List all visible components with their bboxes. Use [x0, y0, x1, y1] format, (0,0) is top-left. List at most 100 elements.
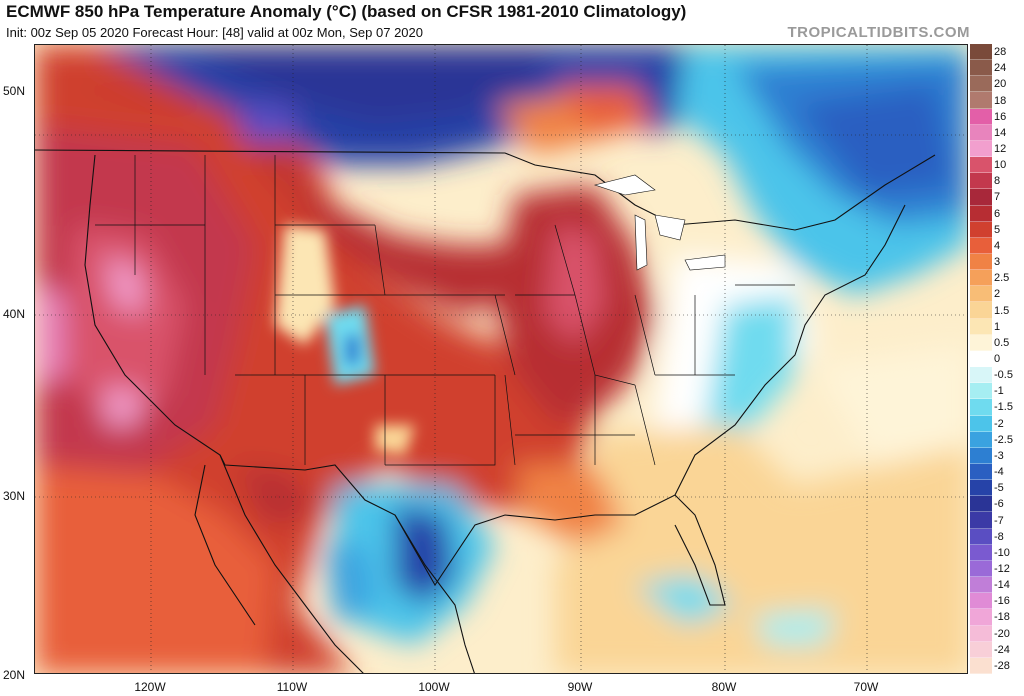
- legend-label: -2: [994, 417, 1004, 430]
- legend-swatch: [970, 286, 992, 303]
- legend-entry: 0.5: [970, 334, 1024, 351]
- legend-label: 2: [994, 288, 1001, 301]
- legend-label: -0.5: [994, 369, 1013, 382]
- graticule: [35, 45, 967, 673]
- legend-entry: 2.5: [970, 270, 1024, 287]
- legend-label: 5: [994, 223, 1001, 236]
- legend-entry: 0: [970, 350, 1024, 368]
- legend-swatch: [970, 318, 992, 335]
- legend-entry: 16: [970, 108, 1024, 125]
- legend-entry: -4: [970, 464, 1024, 481]
- legend-swatch: [970, 431, 992, 448]
- legend-swatch: [970, 302, 992, 319]
- legend-entry: -8: [970, 528, 1024, 545]
- source-watermark: TROPICALTIDBITS.COM: [787, 24, 970, 41]
- legend-entry: 10: [970, 157, 1024, 174]
- legend-swatch: [970, 270, 992, 287]
- legend-label: -14: [994, 579, 1010, 592]
- legend-label: -20: [994, 627, 1010, 640]
- legend-entry: -2.5: [970, 431, 1024, 448]
- legend-swatch: [970, 108, 992, 125]
- legend-entry: -6: [970, 496, 1024, 513]
- legend-entry: 2: [970, 286, 1024, 303]
- legend-swatch: [970, 399, 992, 416]
- legend-label: 0.5: [994, 336, 1010, 349]
- legend-label: -16: [994, 595, 1010, 608]
- legend-entry: -16: [970, 593, 1024, 610]
- lon-label-120w: 120W: [134, 680, 166, 694]
- legend-swatch: [970, 76, 992, 93]
- legend-entry: 5: [970, 221, 1024, 238]
- legend-label: 14: [994, 126, 1007, 139]
- legend-label: 12: [994, 142, 1007, 155]
- legend-swatch: [970, 383, 992, 400]
- legend-entry: -5: [970, 480, 1024, 497]
- color-legend: 28 24 20 18 16 14 12 10 8 7 6 5 4 3 2.5 2 1.5 1 0.5 0 -0.5 -1…: [970, 44, 1024, 674]
- lat-label-40n: 40N: [3, 307, 26, 321]
- legend-label: -7: [994, 514, 1004, 527]
- legend-label: 6: [994, 207, 1001, 220]
- legend-swatch: [970, 577, 992, 594]
- legend-swatch: [970, 189, 992, 206]
- legend-entry: -24: [970, 641, 1024, 658]
- legend-swatch: [970, 334, 992, 351]
- legend-label: 16: [994, 110, 1007, 123]
- legend-swatch: [970, 350, 992, 368]
- legend-entry: -14: [970, 577, 1024, 594]
- legend-label: 20: [994, 78, 1007, 91]
- legend-swatch: [970, 415, 992, 432]
- legend-swatch: [970, 625, 992, 642]
- legend-label: 2.5: [994, 272, 1010, 285]
- anomaly-field: [35, 45, 967, 673]
- legend-swatch: [970, 140, 992, 158]
- legend-label: 18: [994, 94, 1007, 107]
- great-lakes: [593, 174, 726, 271]
- lon-label-90w: 90W: [567, 680, 593, 694]
- legend-swatch: [970, 480, 992, 497]
- legend-swatch: [970, 205, 992, 222]
- legend-label: -10: [994, 546, 1010, 559]
- legend-label: 1.5: [994, 304, 1010, 317]
- legend-entry: -3: [970, 447, 1024, 464]
- legend-swatch: [970, 657, 992, 674]
- legend-swatch: [970, 447, 992, 464]
- legend-label: -24: [994, 643, 1010, 656]
- legend-swatch: [970, 609, 992, 626]
- legend-swatch: [970, 367, 992, 384]
- legend-swatch: [970, 512, 992, 529]
- legend-swatch: [970, 528, 992, 545]
- legend-swatch: [970, 560, 992, 578]
- legend-entry: 1: [970, 318, 1024, 335]
- legend-entry: -12: [970, 560, 1024, 578]
- legend-label: -6: [994, 498, 1004, 511]
- legend-label: -1: [994, 385, 1004, 398]
- legend-label: 3: [994, 256, 1001, 269]
- legend-label: -28: [994, 659, 1010, 672]
- legend-label: -8: [994, 530, 1004, 543]
- legend-entry: 12: [970, 140, 1024, 158]
- legend-label: -5: [994, 482, 1004, 495]
- legend-label: -2.5: [994, 433, 1013, 446]
- legend-entry: -1.5: [970, 399, 1024, 416]
- legend-entry: 1.5: [970, 302, 1024, 319]
- legend-entry: 7: [970, 189, 1024, 206]
- anomaly-map: [34, 44, 968, 674]
- legend-label: -12: [994, 562, 1010, 575]
- legend-swatch: [970, 60, 992, 77]
- legend-entry: -7: [970, 512, 1024, 529]
- legend-swatch: [970, 173, 992, 190]
- lon-label-110w: 110W: [276, 680, 308, 694]
- legend-entry: 24: [970, 60, 1024, 77]
- state-borders: [95, 155, 795, 466]
- legend-swatch: [970, 221, 992, 238]
- lon-label-100w: 100W: [418, 680, 450, 694]
- legend-entry: 4: [970, 237, 1024, 254]
- legend-entry: -18: [970, 609, 1024, 626]
- legend-entry: 18: [970, 92, 1024, 109]
- legend-swatch: [970, 124, 992, 141]
- legend-label: -3: [994, 449, 1004, 462]
- legend-swatch: [970, 237, 992, 254]
- legend-swatch: [970, 44, 992, 61]
- legend-swatch: [970, 544, 992, 561]
- lon-label-70w: 70W: [853, 680, 879, 694]
